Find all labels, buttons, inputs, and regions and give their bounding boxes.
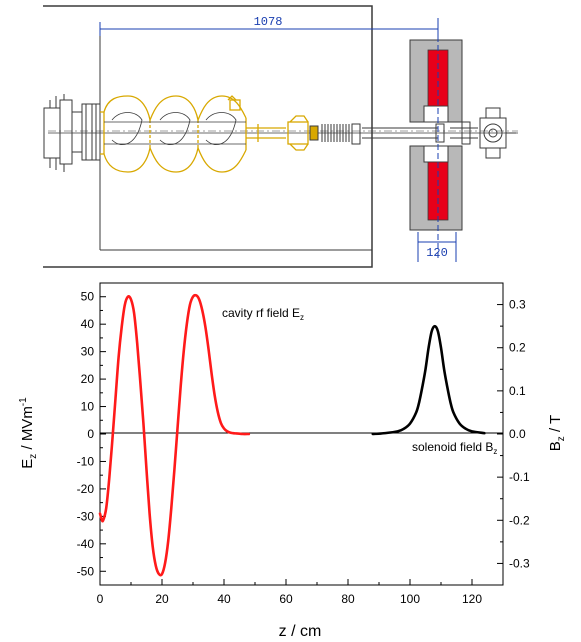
rf-field-annotation-main: cavity rf field E (222, 306, 300, 320)
x-tick-label: 40 (217, 592, 231, 606)
y-left-tick-label: 10 (81, 400, 95, 414)
rf-field-annotation: cavity rf field Ez (222, 306, 304, 322)
y-right-tick-label: -0.2 (509, 513, 530, 527)
y-axis-right-label-sub: z (556, 436, 567, 441)
y-left-tick-label: 20 (81, 372, 95, 386)
y-axis-right-label: Bz / T (547, 415, 567, 451)
solenoid (409, 18, 463, 258)
series-layer (98, 293, 486, 577)
x-tick-label: 100 (400, 592, 420, 606)
x-axis-ticks: 0 20 40 60 80 100 120 (97, 579, 482, 606)
y-axis-left-label: Ez / MVm-1 (18, 397, 39, 469)
x-tick-label: 120 (462, 592, 482, 606)
diagnostic-cross (450, 107, 516, 159)
y-left-tick-label: -20 (77, 482, 95, 496)
y-left-tick-label: -10 (77, 454, 95, 468)
y-left-tick-label: -30 (77, 509, 95, 523)
x-axis-label: z / cm (279, 623, 322, 640)
y-axis-left-label-unit: / MVm (19, 406, 36, 454)
solenoid-gap-bottom (423, 145, 449, 163)
x-tick-label: 20 (155, 592, 169, 606)
dimension-total-label: 1078 (254, 15, 283, 29)
y-right-tick-label: 0.2 (509, 341, 526, 355)
y-left-tick-label: -50 (77, 564, 95, 578)
dimension-solenoid-label: 120 (426, 246, 448, 260)
solenoid-gap-top (423, 105, 449, 123)
y-left-tick-label: 40 (81, 317, 95, 331)
x-tick-label: 0 (97, 592, 104, 606)
cavity-beamline-drawing: 1078 (43, 5, 518, 268)
y-axis-right-label-main: B (547, 441, 564, 451)
plot-frame (99, 282, 504, 586)
y-left-tick-label: 0 (87, 427, 94, 441)
y-right-tick-label: 0.1 (509, 384, 526, 398)
cryostat-outline (43, 5, 373, 268)
solenoid-field-annotation: solenoid field Bz (412, 440, 497, 456)
y-axis-left-label-sub: z (28, 454, 39, 459)
y-left-tick-label: 50 (81, 290, 95, 304)
y-right-tick-label: -0.1 (509, 470, 530, 484)
beam-pipe-flange (287, 115, 309, 151)
field-profile-chart: 0 20 40 60 80 100 120 50403020100-10-20-30-40-… (18, 282, 567, 640)
y-axis-left-label-main: E (19, 459, 36, 469)
y-axis-left-ticks: 50 40 30 20 10 0 -10 -20 -30 -40 -50 (77, 290, 106, 578)
solenoid-field-series-line (371, 324, 486, 436)
solenoid-inner-ring (435, 123, 445, 143)
electron-gun (43, 94, 101, 172)
srf-cavity (100, 95, 286, 173)
x-tick-label: 80 (341, 592, 355, 606)
y-right-tick-label: 0.3 (509, 298, 526, 312)
y-right-tick-label: -0.3 (509, 556, 530, 570)
solenoid-field-annotation-sub: z (493, 447, 497, 456)
y-left-tick-label: -40 (77, 537, 95, 551)
y-axis-left-label-sup: -1 (18, 397, 29, 406)
y-left-tick-label: 30 (81, 345, 95, 359)
bellows (309, 123, 438, 145)
y-axis-right-ticks: 0.3 0.2 0.1 0.0 -0.1 -0.2 -0.3 (497, 298, 530, 570)
rf-field-annotation-sub: z (300, 313, 304, 322)
x-tick-label: 60 (279, 592, 293, 606)
solenoid-field-annotation-main: solenoid field B (412, 440, 493, 454)
y-axis-right-label-unit: / T (547, 415, 564, 436)
rf-field-series-line (98, 293, 251, 577)
y-right-tick-label: 0.0 (509, 427, 526, 441)
srf-cavity-internals (104, 112, 246, 145)
